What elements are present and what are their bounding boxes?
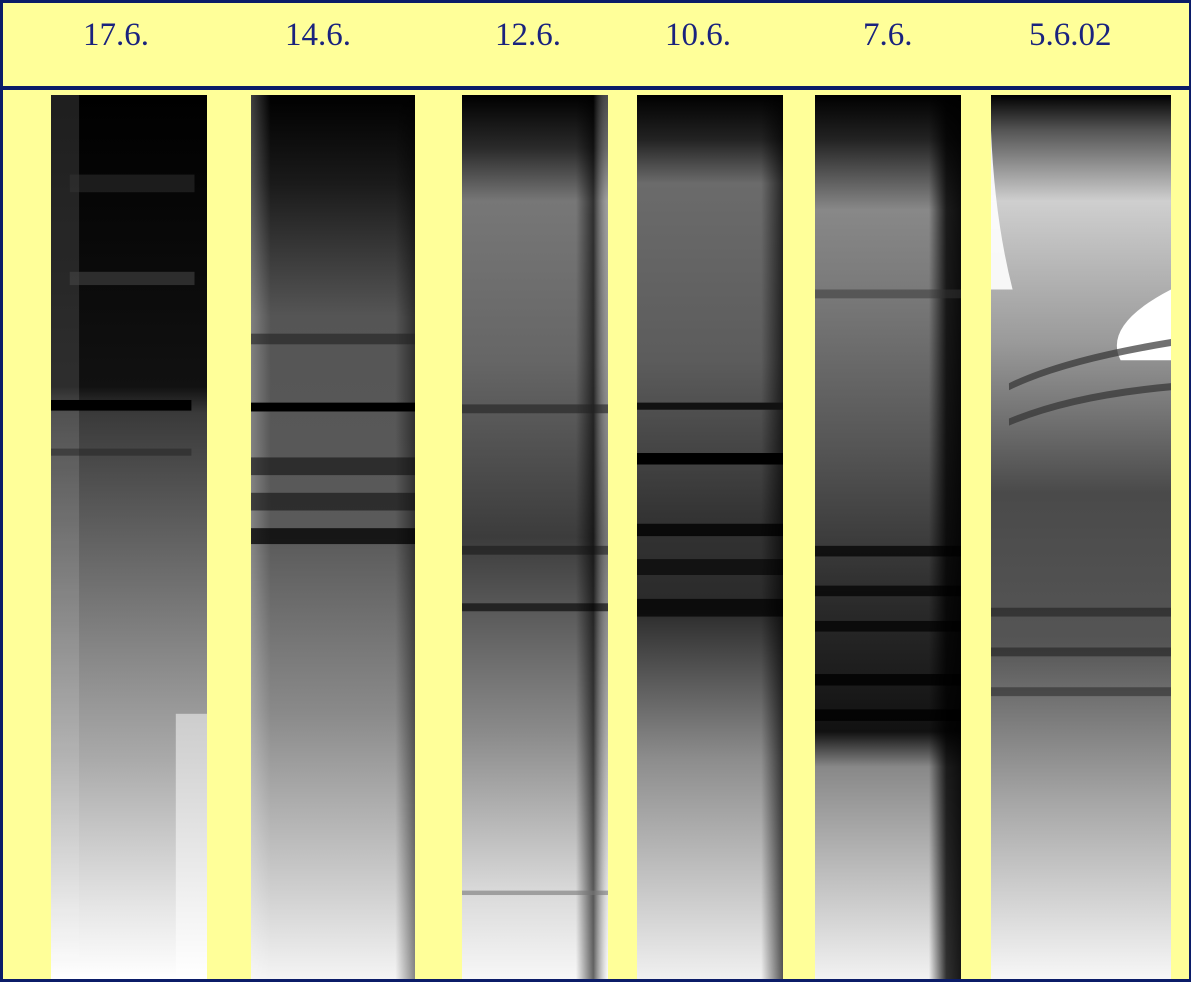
gel-lane-17-6 bbox=[51, 95, 207, 979]
gel-lanes bbox=[3, 90, 1189, 979]
lane-label-header: 17.6. 14.6. 12.6. 10.6. 7.6. 5.6.02 bbox=[3, 3, 1189, 90]
gel-lane-14-6 bbox=[251, 95, 415, 979]
gel-lane-12-6 bbox=[462, 95, 608, 979]
lane-label-10-6: 10.6. bbox=[665, 17, 731, 53]
lane-label-17-6: 17.6. bbox=[83, 17, 149, 53]
lane-label-12-6: 12.6. bbox=[495, 17, 561, 53]
gel-lane-10-6 bbox=[637, 95, 783, 979]
gel-lane-5-6-02 bbox=[991, 95, 1171, 979]
lane-label-5-6-02: 5.6.02 bbox=[1029, 17, 1112, 53]
lane-label-7-6: 7.6. bbox=[863, 17, 913, 53]
gel-lane-7-6 bbox=[815, 95, 961, 979]
lane-label-14-6: 14.6. bbox=[285, 17, 351, 53]
